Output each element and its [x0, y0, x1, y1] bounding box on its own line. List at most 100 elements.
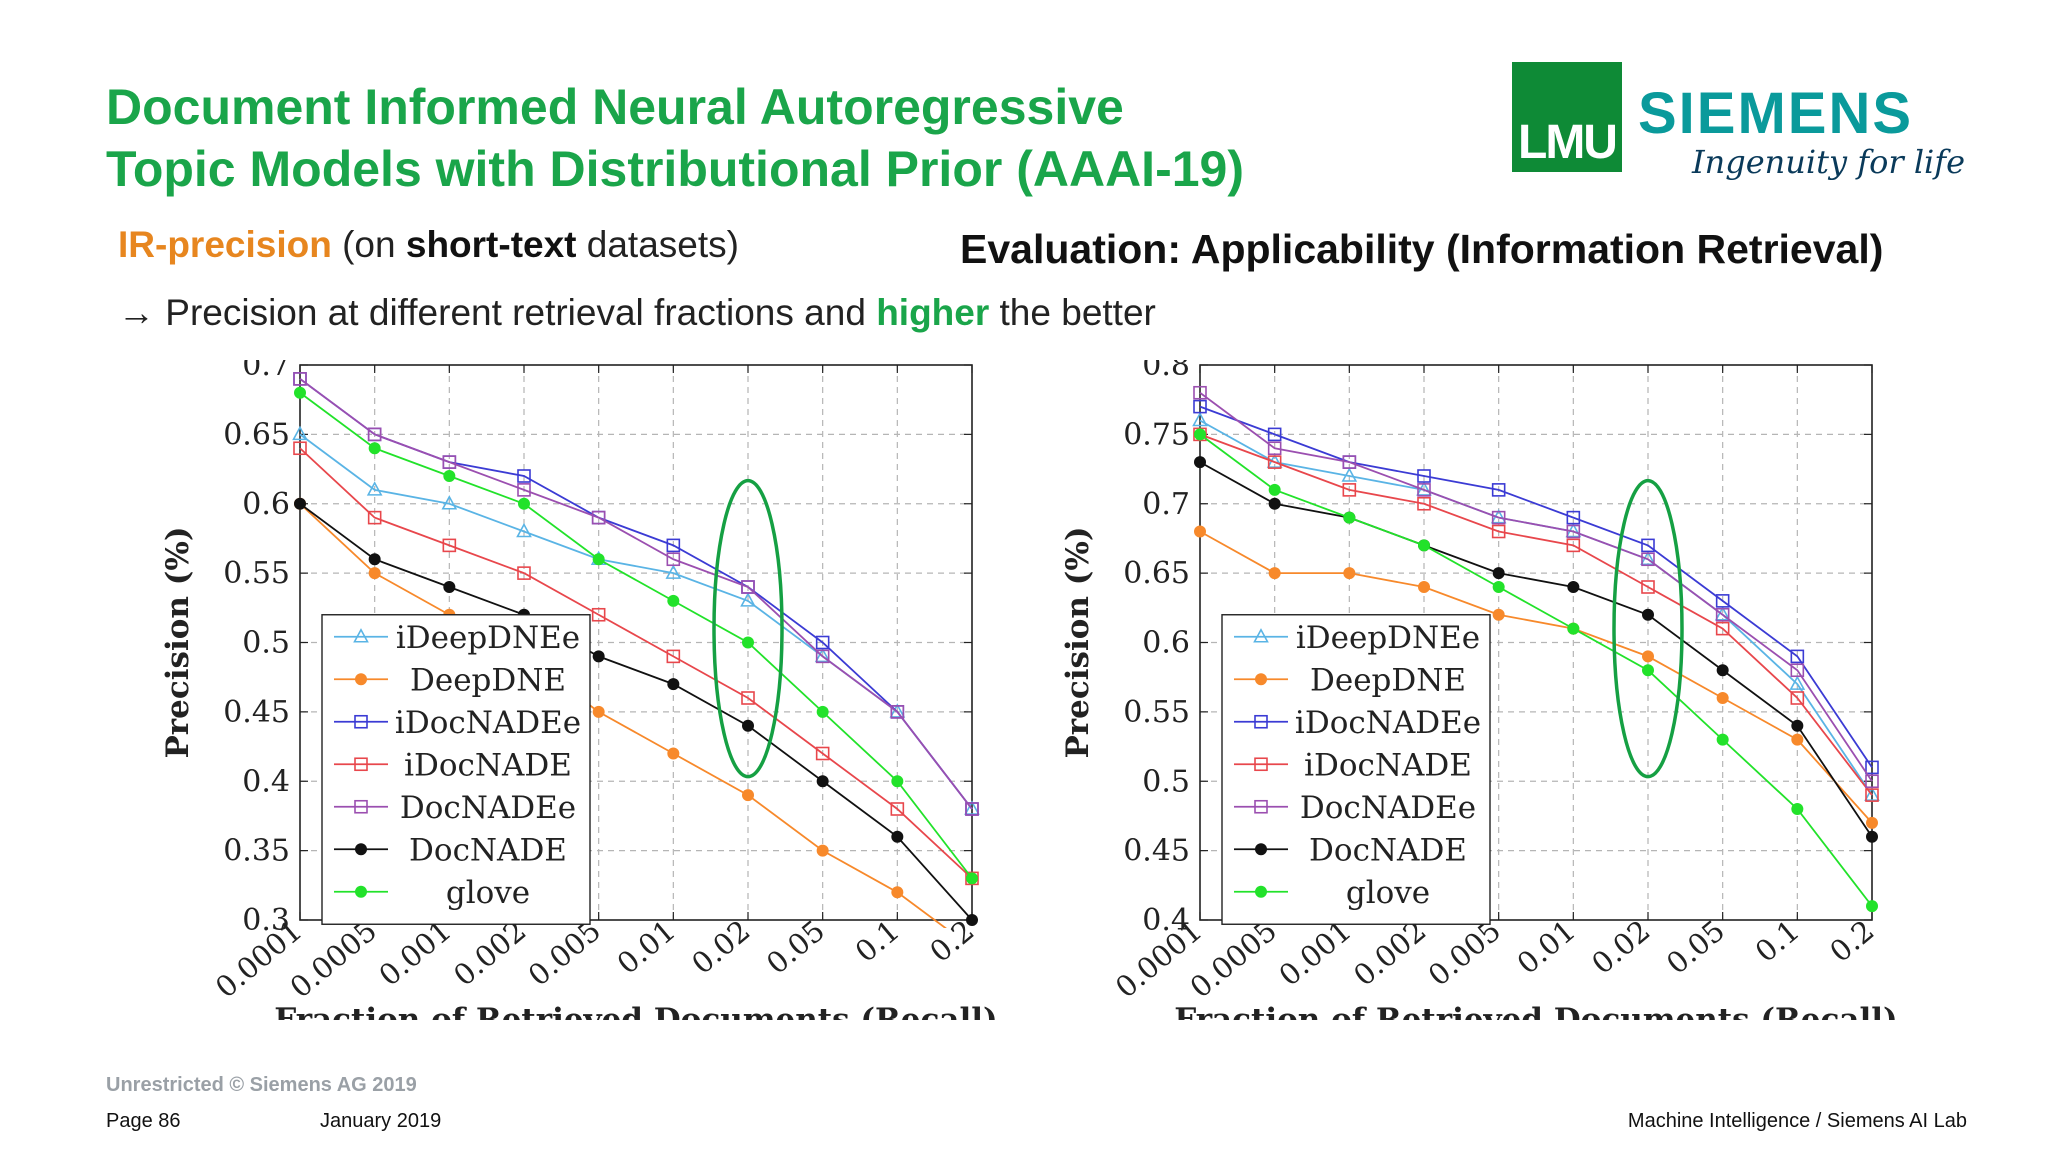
legend-marker-DocNADE: [1255, 843, 1267, 856]
x-tick-label: 0.05: [1660, 913, 1731, 981]
data-point-iDocNADEe: [1267, 427, 1282, 442]
y-tick-label: 0.6: [242, 487, 290, 522]
data-point-DocNADEe: [1865, 774, 1879, 789]
y-tick-label: 0.3: [242, 903, 290, 938]
legend-marker-iDocNADE: [354, 757, 368, 772]
legend-marker-iDocNADEe: [354, 714, 368, 729]
legend-label: DocNADE: [409, 832, 567, 868]
data-point-DeepDNE: [1492, 608, 1505, 621]
x-tick-label: 0.05: [760, 913, 831, 981]
data-point-DocNADE: [816, 775, 829, 788]
data-point-glove: [368, 442, 381, 455]
data-point-DeepDNE: [368, 567, 381, 580]
subtitle-ir-precision: IR-precision (on short-text datasets): [118, 224, 739, 266]
footer-lab: Machine Intelligence / Siemens AI Lab: [1627, 1110, 1967, 1132]
legend-label: iDeepDNEe: [1296, 620, 1480, 656]
series-line-DeepDNE: [1199, 530, 1873, 824]
data-point-iDocNADE: [1342, 483, 1357, 497]
data-point-iDocNADE: [1417, 496, 1431, 511]
y-tick-label: 0.65: [1123, 556, 1190, 591]
legend-marker-iDeepDNEe: [353, 628, 369, 643]
data-point-iDocNADE: [517, 566, 531, 580]
data-point-DocNADEe: [1715, 607, 1730, 622]
x-tick-label: 0.1: [1749, 913, 1806, 969]
x-tick-label: 0.005: [1422, 913, 1507, 992]
y-tick-label: 0.4: [242, 764, 290, 799]
highlight-ellipse: [1612, 478, 1684, 779]
y-axis-label: Precision (%): [160, 526, 196, 758]
data-point-iDocNADEe: [815, 635, 830, 650]
data-point-glove: [1642, 664, 1654, 677]
slide-title: Document Informed Neural Autoregressive …: [106, 76, 1406, 200]
arrow-icon: →: [118, 292, 155, 333]
data-point-glove: [443, 470, 456, 482]
data-point-iDocNADE: [1790, 691, 1805, 705]
data-point-glove: [1194, 428, 1206, 441]
data-point-DeepDNE: [1343, 567, 1356, 580]
data-point-iDocNADEe: [666, 538, 681, 553]
data-point-DocNADEe: [442, 455, 457, 469]
data-point-glove: [1716, 733, 1729, 746]
data-point-DocNADE: [1194, 456, 1206, 469]
legend-label: iDeepDNEe: [396, 620, 580, 656]
data-point-iDocNADE: [1491, 524, 1506, 539]
data-point-iDeepDNEe: [889, 703, 906, 718]
data-point-iDeepDNEe: [814, 647, 831, 663]
legend-marker-DeepDNE: [1255, 673, 1267, 686]
siemens-tagline: Ingenuity for life: [1692, 143, 1966, 181]
data-point-DocNADEe: [965, 802, 979, 816]
x-tick-label: 0.01: [611, 913, 682, 981]
x-tick-label: 0.0005: [1184, 913, 1284, 1004]
data-point-DocNADE: [1492, 567, 1505, 580]
data-point-iDocNADE: [591, 607, 606, 622]
plot-frame: [1199, 364, 1873, 921]
y-tick-label: 0.5: [242, 626, 290, 661]
data-point-glove: [966, 872, 978, 885]
data-point-glove: [1492, 581, 1505, 593]
legend-label: glove: [446, 875, 530, 911]
subtitle-on-text: (on: [331, 224, 406, 265]
legend-label: iDocNADEe: [1295, 705, 1481, 741]
data-point-DeepDNE: [1418, 581, 1430, 593]
data-point-DocNADEe: [1267, 441, 1282, 456]
slide-title-line2: Topic Models with Distributional Prior (…: [106, 141, 1244, 197]
chart-right: 0.40.450.50.550.60.650.70.750.80.00010.0…: [1060, 360, 1898, 1020]
data-point-iDeepDNEe: [665, 564, 682, 579]
lmu-logo-text: LMU: [1518, 116, 1618, 169]
data-point-iDocNADE: [890, 802, 905, 816]
x-tick-label: 0.01: [1511, 913, 1582, 981]
data-point-DocNADE: [1642, 608, 1654, 621]
data-point-glove: [518, 497, 530, 510]
data-point-iDocNADE: [1641, 580, 1655, 594]
legend-label: DeepDNE: [410, 662, 566, 698]
data-point-DocNADE: [667, 678, 680, 691]
data-point-DocNADE: [891, 830, 904, 843]
data-point-DocNADE: [1866, 830, 1878, 843]
data-point-iDocNADE: [1715, 621, 1730, 636]
x-tick-label: 0.02: [685, 913, 756, 981]
x-tick-label: 0.0005: [284, 913, 384, 1004]
series-line-DocNADE: [1199, 461, 1873, 838]
data-point-iDocNADE: [367, 510, 382, 525]
data-point-DeepDNE: [592, 705, 605, 718]
series-line-DocNADE: [299, 503, 973, 921]
data-point-iDocNADEe: [1417, 469, 1431, 483]
series-group: [1192, 385, 1880, 913]
data-point-DocNADE: [1791, 719, 1804, 732]
data-point-DocNADE: [742, 719, 754, 732]
data-point-glove: [816, 705, 829, 718]
footer-page: Page 86: [106, 1110, 181, 1132]
highlight-ellipse: [712, 478, 784, 779]
chart-left: 0.30.350.40.450.50.550.60.650.70.00010.0…: [160, 360, 998, 1020]
x-tick-label: 0.002: [447, 913, 532, 992]
data-point-glove: [1418, 539, 1430, 552]
data-point-iDocNADE: [666, 649, 681, 664]
x-tick-label: 0.02: [1585, 913, 1656, 981]
data-point-DocNADE: [368, 553, 381, 566]
x-axis-label: Fraction of Retrieved Documents (Recall): [274, 1002, 997, 1020]
y-tick-label: 0.7: [1142, 487, 1190, 522]
y-axis-label: Precision (%): [1060, 526, 1096, 758]
series-line-glove: [299, 392, 973, 879]
data-point-iDocNADEe: [1566, 510, 1581, 525]
data-point-DocNADE: [1716, 664, 1729, 677]
